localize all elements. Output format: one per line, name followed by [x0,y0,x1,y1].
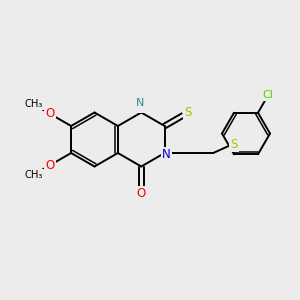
Text: S: S [184,106,192,119]
Text: H: H [137,102,145,112]
Text: O: O [45,107,54,120]
Text: N: N [162,148,170,161]
Text: CH₃: CH₃ [24,170,43,180]
Text: O: O [45,159,54,172]
Text: N: N [136,98,144,109]
Text: O: O [136,187,146,200]
Text: Cl: Cl [262,90,274,100]
Text: CH₃: CH₃ [24,99,43,109]
Text: S: S [231,137,238,151]
